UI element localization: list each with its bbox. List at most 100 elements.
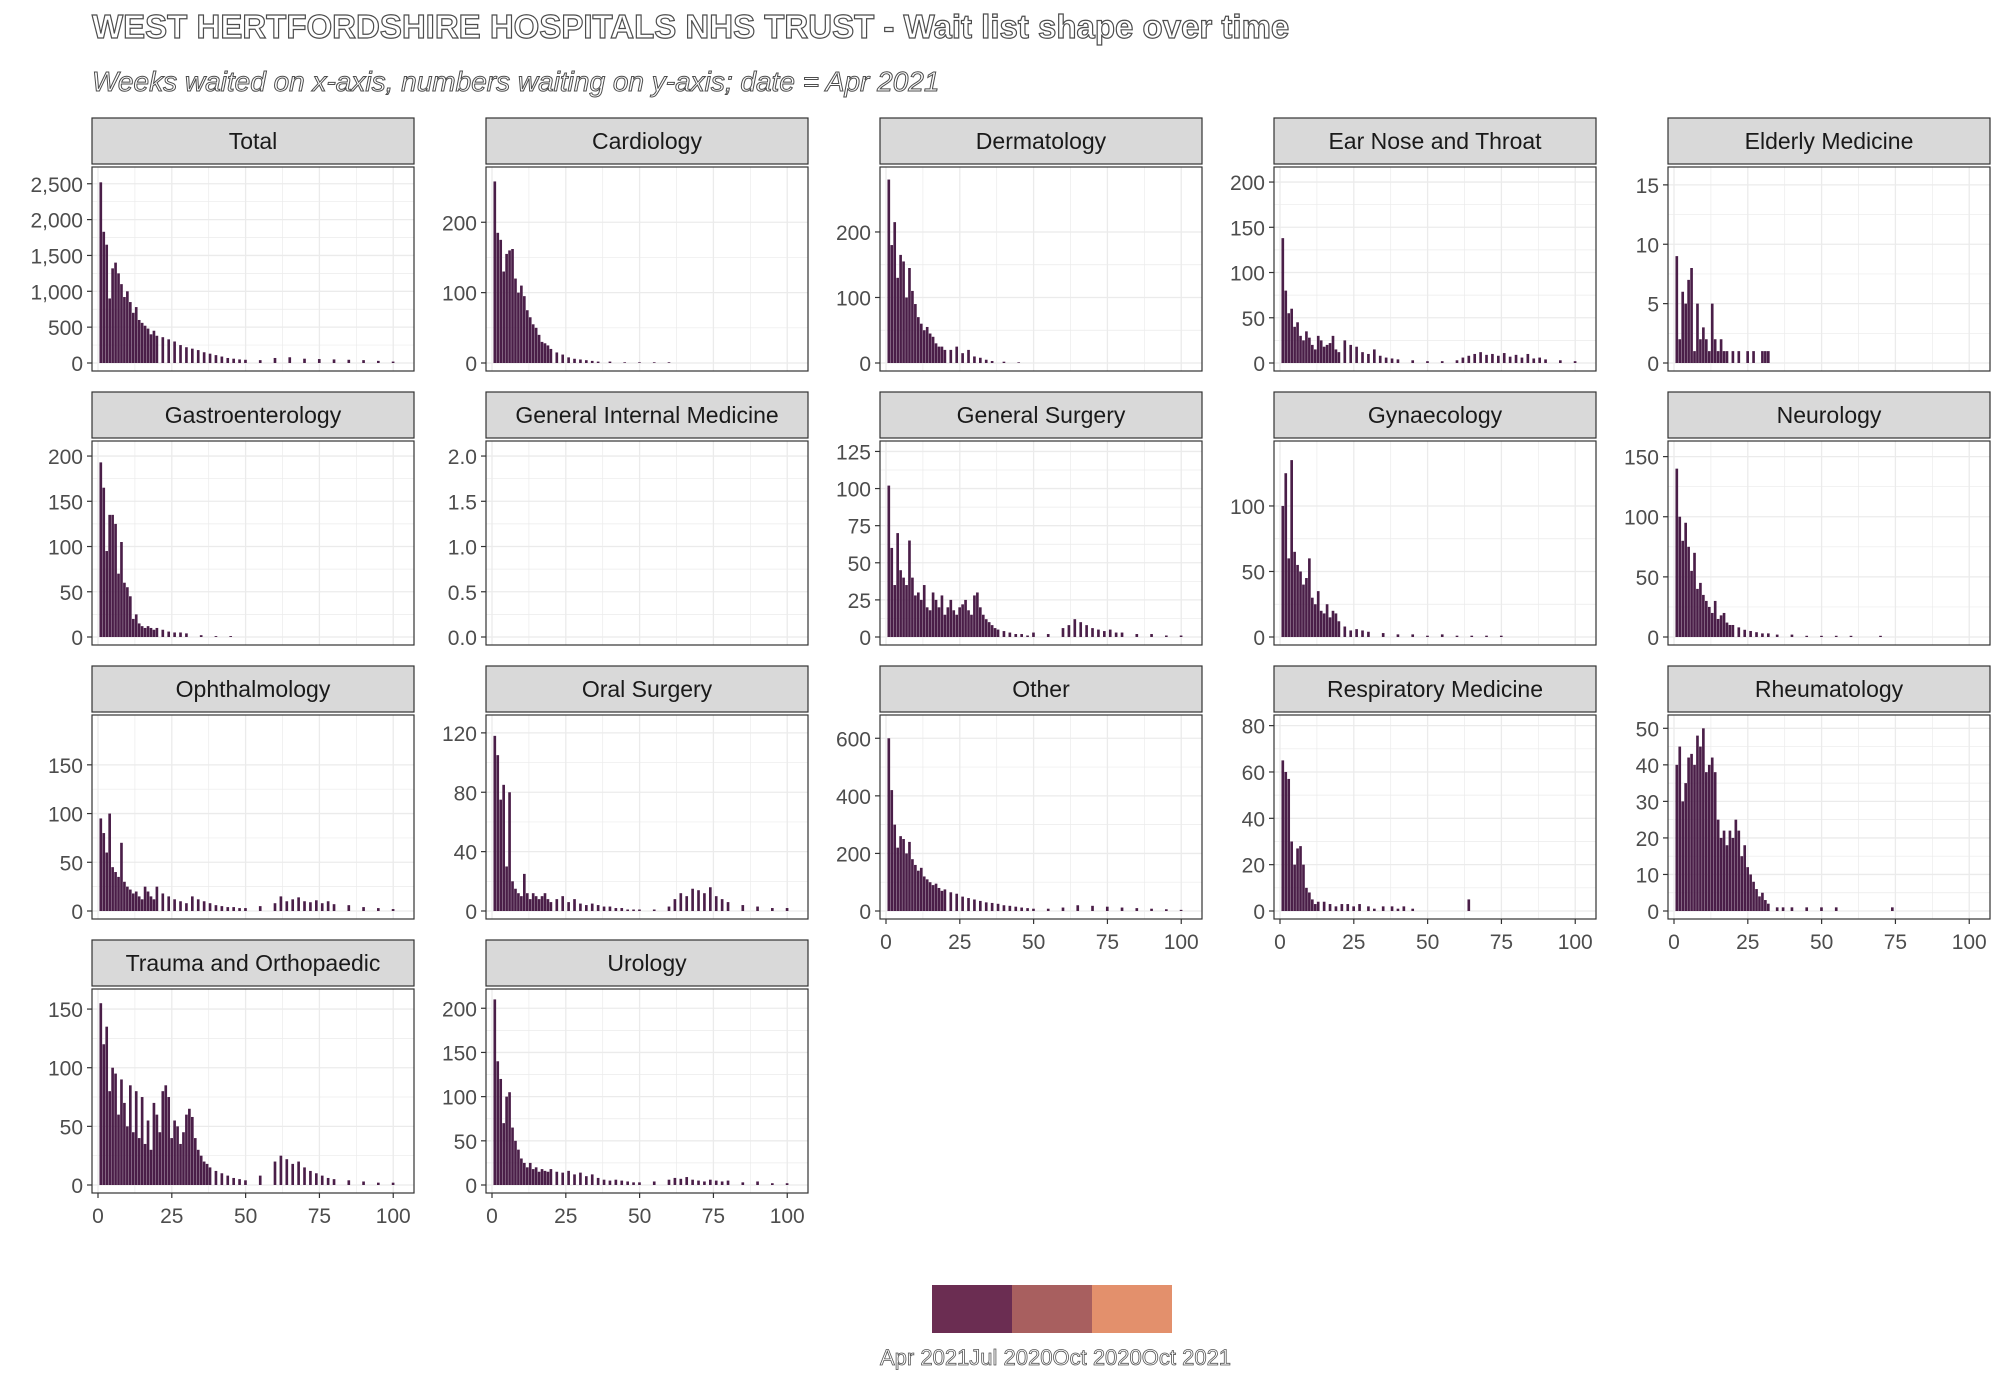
y-tick-label: 150	[1230, 217, 1265, 240]
bar	[1355, 346, 1358, 363]
bar	[1834, 907, 1838, 911]
bar	[1461, 357, 1465, 363]
bar	[1179, 635, 1183, 637]
strip-cardiology	[485, 117, 809, 165]
y-tick-label: 100	[48, 1058, 83, 1081]
bar	[925, 326, 929, 363]
y-tick-label: 50	[1636, 567, 1659, 590]
bar	[667, 362, 671, 363]
bar	[273, 903, 277, 911]
bar	[309, 1170, 312, 1185]
bar	[505, 1096, 508, 1185]
panel-border	[1273, 440, 1597, 646]
bar	[131, 893, 135, 911]
bar	[585, 1176, 588, 1185]
bar	[143, 886, 147, 911]
x-tick-label: 50	[234, 1205, 257, 1228]
bar	[967, 610, 970, 637]
y-tick-label: 0	[859, 353, 871, 376]
bar	[102, 833, 106, 911]
bar	[979, 900, 982, 911]
bar	[638, 1182, 641, 1185]
bar	[703, 893, 706, 911]
bar	[131, 312, 135, 363]
bar	[1319, 610, 1323, 637]
bar	[579, 1172, 582, 1185]
bar	[114, 1073, 117, 1185]
y-tick-label: 50	[60, 1116, 83, 1139]
bar	[1135, 634, 1139, 637]
bar	[608, 906, 612, 911]
bar	[146, 626, 150, 637]
bar	[182, 1132, 185, 1185]
bar	[1470, 635, 1474, 637]
bar	[1287, 313, 1291, 363]
bar	[140, 322, 144, 363]
bar	[1032, 632, 1035, 637]
bar	[511, 881, 514, 911]
panel-border	[1273, 714, 1597, 920]
bar	[943, 614, 947, 637]
bar	[202, 352, 206, 363]
bar	[1767, 633, 1770, 637]
bar	[546, 1171, 550, 1185]
x-tick-label: 75	[702, 1205, 725, 1228]
bar	[987, 622, 991, 637]
bar	[549, 348, 553, 363]
bar	[928, 610, 932, 637]
bar	[1311, 899, 1314, 911]
bar	[1497, 355, 1500, 363]
panel-ear-nose-and-throat	[1274, 167, 1596, 371]
panel-border	[485, 988, 809, 1194]
panel-border	[879, 166, 1203, 372]
bar	[126, 587, 129, 637]
panel-border	[879, 714, 1203, 920]
bar	[377, 360, 380, 363]
bar	[170, 1138, 173, 1185]
bar	[1775, 634, 1779, 637]
x-tick-label: 0	[1274, 931, 1286, 954]
bar	[911, 577, 914, 637]
y-tick-label: 50	[1636, 718, 1659, 741]
bar	[514, 1140, 517, 1185]
strip-ophthalmology	[91, 665, 415, 713]
bar	[1702, 327, 1705, 363]
bar	[1290, 841, 1293, 911]
bar	[1079, 622, 1083, 637]
bar	[567, 902, 570, 911]
bar	[1325, 344, 1329, 363]
faceted-bar-chart: Total05001,0001,5002,0002,500Cardiology0…	[30, 117, 1991, 1228]
x-tick-label: 75	[1490, 931, 1513, 954]
legend-key-2	[1012, 1285, 1092, 1333]
bar	[496, 755, 500, 911]
bar	[176, 1126, 179, 1185]
bar	[152, 1102, 156, 1185]
bar	[179, 632, 182, 637]
x-tick-label: 100	[1558, 931, 1593, 954]
bar	[123, 1102, 126, 1185]
bar	[1684, 522, 1687, 637]
bar	[152, 330, 156, 363]
bar	[502, 784, 505, 911]
bar	[1716, 618, 1720, 637]
bar	[1296, 322, 1299, 363]
y-tick-label: 100	[1230, 496, 1265, 519]
bar	[140, 1097, 144, 1185]
bar	[315, 1173, 318, 1185]
legend: Apr 2021Jul 2020Oct 2020Oct 2021	[0, 1285, 2000, 1375]
bar	[1349, 630, 1353, 637]
bar	[899, 570, 902, 637]
bar	[499, 239, 503, 363]
bar	[117, 273, 120, 363]
bar	[937, 887, 941, 911]
bar	[1719, 339, 1723, 363]
bar	[555, 352, 559, 363]
bar	[1675, 256, 1679, 363]
bar	[220, 1173, 224, 1185]
bar	[1781, 907, 1785, 911]
y-tick-label: 150	[442, 1042, 477, 1065]
bar	[1710, 757, 1714, 911]
bar	[1150, 908, 1153, 911]
bar	[1790, 907, 1794, 911]
bar	[196, 1149, 200, 1185]
